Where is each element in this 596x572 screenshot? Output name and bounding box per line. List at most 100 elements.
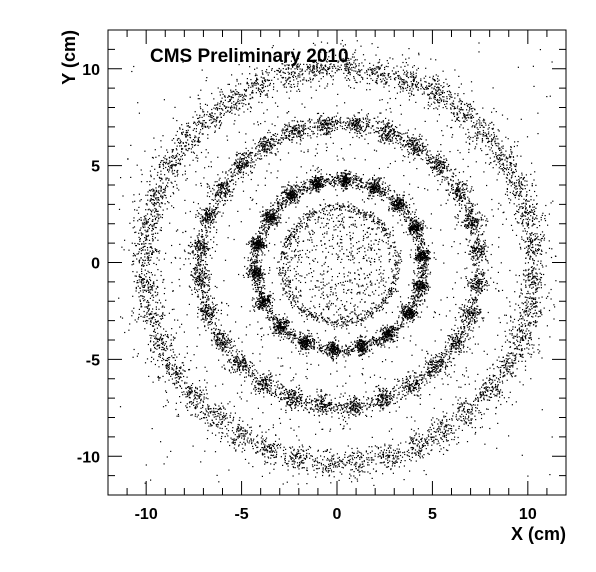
scatter-point <box>372 213 374 215</box>
scatter-point <box>332 350 334 352</box>
scatter-point <box>264 300 266 302</box>
scatter-point <box>308 218 310 221</box>
scatter-point <box>301 193 303 195</box>
scatter-point <box>416 224 418 226</box>
scatter-point <box>384 233 386 235</box>
scatter-point <box>340 205 342 207</box>
scatter-point <box>397 253 399 255</box>
scatter-point <box>278 335 280 337</box>
scatter-point <box>358 176 360 178</box>
scatter-point <box>285 333 287 335</box>
scatter-point <box>407 310 410 312</box>
scatter-point <box>282 281 284 283</box>
scatter-point <box>260 289 262 291</box>
scatter-point <box>313 319 315 321</box>
scatter-point <box>384 335 386 337</box>
scatter-point <box>284 323 286 325</box>
scatter-point <box>392 210 394 212</box>
scatter-point <box>361 358 363 360</box>
scatter-point <box>390 268 393 270</box>
scatter-point <box>324 182 327 184</box>
scatter-point <box>357 320 360 322</box>
scatter-point <box>283 283 285 285</box>
scatter-point <box>336 176 339 178</box>
scatter-point <box>388 209 390 211</box>
scatter-point <box>408 314 410 316</box>
scatter-point <box>423 285 425 287</box>
scatter-point <box>300 331 302 333</box>
scatter-point <box>326 345 328 347</box>
scatter-point <box>266 216 268 218</box>
scatter-point <box>287 238 289 240</box>
scatter-point <box>256 238 258 240</box>
scatter-point <box>272 318 275 320</box>
scatter-point <box>291 233 293 235</box>
scatter-point <box>344 181 346 183</box>
scatter-point <box>421 274 423 276</box>
scatter-point <box>412 302 414 304</box>
scatter-point <box>274 316 276 318</box>
scatter-point <box>409 302 411 304</box>
scatter-point <box>416 282 418 284</box>
scatter-point <box>417 249 419 251</box>
scatter-point <box>363 320 365 322</box>
scatter-point <box>253 249 255 252</box>
scatter-point <box>264 298 266 300</box>
scatter-point <box>390 330 392 332</box>
scatter-point <box>418 247 420 249</box>
scatter-point <box>250 257 253 259</box>
scatter-point <box>278 207 280 209</box>
scatter-point <box>328 178 330 181</box>
scatter-point <box>257 275 259 277</box>
scatter-point <box>334 321 336 323</box>
scatter-point <box>372 341 374 343</box>
scatter-point <box>364 215 366 217</box>
scatter-point <box>402 319 404 322</box>
scatter-point <box>396 339 398 342</box>
scatter-point <box>418 233 420 235</box>
scatter-point <box>254 265 256 267</box>
scatter-point <box>281 203 283 205</box>
scatter-point <box>348 321 350 323</box>
scatter-point <box>391 202 393 204</box>
scatter-point <box>261 246 263 248</box>
scatter-point <box>377 307 379 309</box>
scatter-point <box>338 176 340 178</box>
scatter-point <box>261 222 264 224</box>
scatter-point <box>307 344 309 347</box>
scatter-point <box>275 210 277 212</box>
scatter-point <box>379 195 381 197</box>
scatter-point <box>407 316 409 318</box>
scatter-point <box>257 245 259 247</box>
scatter-point <box>308 341 310 343</box>
scatter-point <box>335 336 337 338</box>
scatter-point <box>314 178 316 180</box>
scatter-point <box>348 350 350 352</box>
scatter-point <box>260 302 262 304</box>
scatter-point <box>370 182 372 184</box>
scatter-point <box>288 192 291 194</box>
scatter-point <box>383 189 385 191</box>
scatter-point <box>362 340 364 342</box>
scatter-point <box>368 183 370 185</box>
scatter-point <box>258 290 260 293</box>
scatter-point <box>368 356 370 358</box>
scatter-point <box>301 185 303 188</box>
scatter-point <box>334 346 336 348</box>
scatter-point <box>347 355 349 357</box>
scatter-point <box>293 198 296 200</box>
scatter-point <box>297 202 299 204</box>
scatter-point <box>313 179 315 181</box>
scatter-point <box>274 327 276 329</box>
scatter-point <box>416 295 418 298</box>
scatter-point <box>335 203 337 205</box>
scatter-point <box>371 187 373 189</box>
scatter-point <box>396 278 399 280</box>
scatter-point <box>336 208 338 210</box>
scatter-point <box>382 328 385 330</box>
scatter-point <box>259 235 261 237</box>
scatter-point <box>305 340 307 342</box>
scatter-point <box>422 219 424 222</box>
scatter-point <box>370 191 372 193</box>
scatter-point <box>401 202 403 204</box>
